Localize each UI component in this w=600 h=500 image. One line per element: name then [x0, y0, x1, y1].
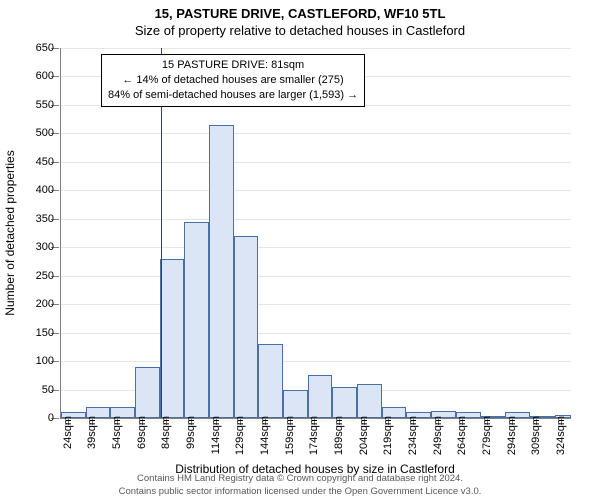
x-tick-label: 174sqm [308, 416, 320, 455]
y-tick-label: 350 [36, 213, 54, 225]
callout-line-1: 15 PASTURE DRIVE: 81sqm [108, 58, 358, 73]
x-tick-label: 264sqm [456, 416, 468, 455]
x-tick-label: 84sqm [160, 416, 172, 449]
footer: Contains HM Land Registry data © Crown c… [8, 473, 592, 498]
x-tick-label: 219sqm [382, 416, 394, 455]
y-tick-label: 600 [36, 70, 54, 82]
gridline [61, 361, 571, 362]
histogram-bar [160, 259, 185, 418]
y-tick-label: 50 [42, 384, 54, 396]
callout-line-3: 84% of semi-detached houses are larger (… [108, 88, 358, 103]
x-tick-label: 309sqm [530, 416, 542, 455]
y-tick-label: 550 [36, 99, 54, 111]
page-subtitle: Size of property relative to detached ho… [0, 23, 600, 40]
footer-line-2: Contains public sector information licen… [8, 486, 592, 498]
gridline [61, 247, 571, 248]
x-tick-label: 114sqm [210, 416, 222, 454]
x-tick-label: 144sqm [259, 416, 271, 455]
x-tick-label: 189sqm [333, 416, 345, 455]
x-tick-label: 69sqm [136, 416, 148, 449]
chart-region: Number of detached properties 15 PASTURE… [60, 48, 570, 418]
gridline [61, 48, 571, 49]
x-tick-label: 324sqm [555, 416, 567, 455]
x-tick-label: 24sqm [62, 416, 74, 449]
histogram-bar [308, 375, 333, 418]
footer-line-1: Contains HM Land Registry data © Crown c… [8, 473, 592, 485]
callout-line-2: ← 14% of detached houses are smaller (27… [108, 73, 358, 88]
y-tick-label: 500 [36, 127, 54, 139]
x-tick-label: 249sqm [432, 416, 444, 455]
histogram-bar [357, 384, 382, 418]
gridline [61, 133, 571, 134]
x-tick-label: 39sqm [86, 416, 98, 449]
y-tick-label: 150 [36, 327, 54, 339]
y-tick-label: 0 [48, 412, 54, 424]
x-tick-label: 279sqm [481, 416, 493, 455]
y-tick-label: 400 [36, 184, 54, 196]
histogram-bar [283, 390, 308, 418]
x-tick-label: 294sqm [506, 416, 518, 455]
histogram-bar [332, 387, 357, 418]
histogram-bar [135, 367, 160, 418]
callout-box: 15 PASTURE DRIVE: 81sqm ← 14% of detache… [101, 54, 365, 107]
histogram-bar [234, 236, 259, 418]
y-tick-label: 300 [36, 241, 54, 253]
gridline [61, 190, 571, 191]
gridline [61, 162, 571, 163]
histogram-bar [209, 125, 234, 418]
gridline [61, 333, 571, 334]
gridline [61, 304, 571, 305]
y-tick-label: 100 [36, 355, 54, 367]
x-tick-label: 234sqm [407, 416, 419, 455]
page-title: 15, PASTURE DRIVE, CASTLEFORD, WF10 5TL [0, 0, 600, 23]
x-tick-label: 159sqm [284, 416, 296, 455]
x-tick-label: 54sqm [111, 416, 123, 449]
y-tick-label: 450 [36, 156, 54, 168]
plot-area: 15 PASTURE DRIVE: 81sqm ← 14% of detache… [60, 48, 571, 419]
x-tick-label: 204sqm [358, 416, 370, 455]
y-tick-label: 650 [36, 42, 54, 54]
y-tick-label: 200 [36, 298, 54, 310]
x-tick-label: 129sqm [234, 416, 246, 455]
histogram-bar [258, 344, 283, 418]
histogram-bar [184, 222, 209, 418]
gridline [61, 276, 571, 277]
y-tick-label: 250 [36, 270, 54, 282]
gridline [61, 219, 571, 220]
x-tick-label: 99sqm [185, 416, 197, 449]
y-axis-label: Number of detached properties [3, 150, 17, 315]
